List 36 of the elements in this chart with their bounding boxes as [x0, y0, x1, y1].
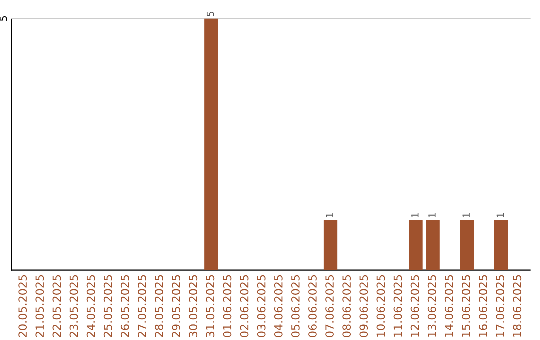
x-tick-label: 13.06.2025	[428, 275, 436, 337]
x-tick-label: 08.06.2025	[342, 275, 352, 338]
x-tick-label: 07.06.2025	[326, 275, 334, 338]
x-tick-label: 04.06.2025	[274, 275, 283, 338]
data-label: 1	[412, 213, 419, 218]
x-tick-label: 15.06.2025	[462, 275, 470, 337]
x-tick-label: 25.05.2025	[104, 275, 112, 338]
data-label: 1	[496, 213, 504, 218]
x-tick-label: 31.05.2025	[206, 275, 215, 338]
x-tick-label: 17.06.2025	[496, 275, 505, 337]
x-tick-label: 22.05.2025	[52, 275, 62, 338]
x-tick-label: 10.06.2025	[376, 275, 386, 337]
x-tick-label: 28.05.2025	[155, 275, 164, 338]
x-tick-label: 29.05.2025	[172, 275, 181, 338]
x-tick-label: 16.06.2025	[479, 275, 488, 337]
x-tick-label: 02.06.2025	[240, 275, 249, 338]
x-tick-label: 09.06.2025	[360, 275, 368, 338]
x-tick-label: 14.06.2025	[444, 275, 454, 337]
x-tick-label: 11.06.2025	[394, 275, 402, 337]
x-tick-label: 24.05.2025	[86, 275, 96, 338]
x-tick-label: 01.06.2025	[223, 275, 232, 338]
data-label: 1	[428, 213, 436, 218]
x-tick-label: 20.05.2025	[18, 275, 28, 338]
data-label: 1	[326, 213, 334, 218]
x-tick-label: 03.06.2025	[257, 275, 266, 338]
x-tick-label: 05.06.2025	[291, 275, 300, 338]
x-tick-label: 21.05.2025	[36, 275, 44, 338]
x-tick-label: 23.05.2025	[70, 275, 78, 338]
x-tick-label: 27.05.2025	[138, 275, 146, 338]
x-tick-label: 26.05.2025	[120, 275, 130, 338]
data-label: 5	[206, 12, 214, 17]
x-tick-label: 18.06.2025	[513, 275, 522, 337]
x-tick-label: 06.06.2025	[308, 275, 317, 338]
x-tick-label: 30.05.2025	[189, 275, 198, 338]
x-tick-label: 12.06.2025	[410, 275, 420, 337]
data-label: 1	[462, 213, 470, 218]
